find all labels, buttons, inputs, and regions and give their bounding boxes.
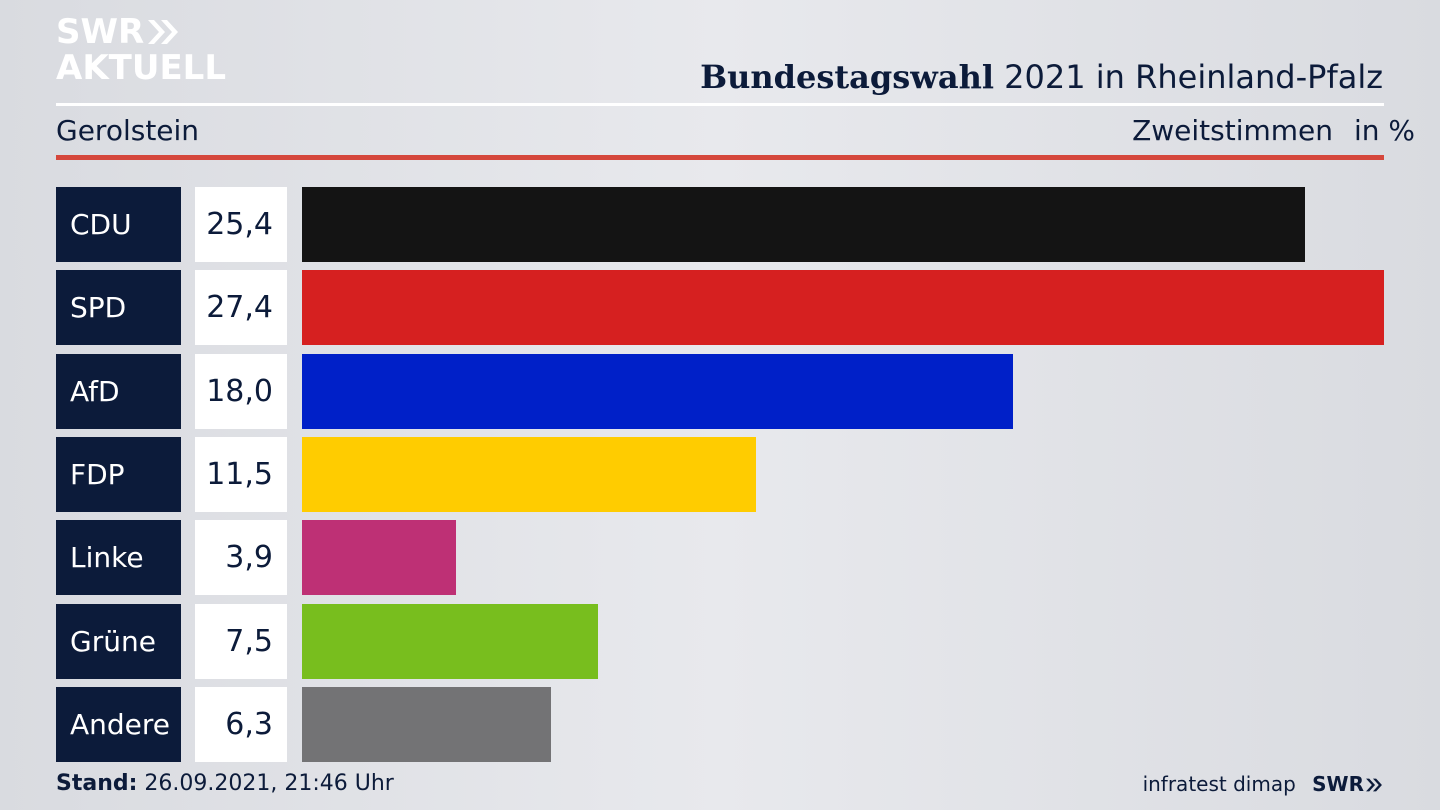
value-label: 25,4 (195, 187, 287, 262)
chart-row: AfD 18,0 (56, 354, 1384, 429)
double-chevron-icon (1366, 778, 1382, 792)
party-label: Grüne (56, 604, 181, 679)
chart-row: Linke 3,9 (56, 520, 1384, 595)
bar (302, 687, 551, 762)
stand-value: 26.09.2021, 21:46 Uhr (144, 771, 394, 796)
value-label: 6,3 (195, 687, 287, 762)
accent-divider (56, 155, 1384, 160)
title-rest: 2021 in Rheinland-Pfalz (1004, 58, 1383, 96)
value-label: 27,4 (195, 270, 287, 345)
page-title: Bundestagswahl 2021 in Rheinland-Pfalz (700, 58, 1383, 96)
party-label: AfD (56, 354, 181, 429)
chart-row: SPD 27,4 (56, 270, 1384, 345)
source-label: infratest dimap (1142, 772, 1296, 796)
stand-label: Stand: (56, 771, 138, 796)
chart-row: Andere 6,3 (56, 687, 1384, 762)
bar (302, 354, 1013, 429)
region-label: Gerolstein (56, 114, 200, 147)
party-label: FDP (56, 437, 181, 512)
value-label: 7,5 (195, 604, 287, 679)
vote-type-label: Zweitstimmen (1132, 114, 1333, 147)
value-label: 11,5 (195, 437, 287, 512)
party-label: Andere (56, 687, 181, 762)
chart-row: FDP 11,5 (56, 437, 1384, 512)
header-divider (56, 103, 1384, 106)
party-label: Linke (56, 520, 181, 595)
bar (302, 520, 456, 595)
value-label: 3,9 (195, 520, 287, 595)
bar (302, 437, 756, 512)
timestamp: Stand: 26.09.2021, 21:46 Uhr (56, 771, 394, 796)
chart-row: CDU 25,4 (56, 187, 1384, 262)
unit-label: in % (1354, 114, 1416, 147)
footer-credits: infratest dimap SWR (1143, 772, 1383, 796)
swr-aktuell-logo: SWR AKTUELL (56, 12, 227, 88)
chart-row: Grüne 7,5 (56, 604, 1384, 679)
bar (302, 187, 1305, 262)
swr-logo: SWR (1312, 772, 1383, 796)
double-chevron-icon (148, 20, 179, 44)
party-label: SPD (56, 270, 181, 345)
bar (302, 604, 598, 679)
title-bold: Bundestagswahl (700, 58, 994, 96)
value-label: 18,0 (195, 354, 287, 429)
bar (302, 270, 1384, 345)
party-label: CDU (56, 187, 181, 262)
